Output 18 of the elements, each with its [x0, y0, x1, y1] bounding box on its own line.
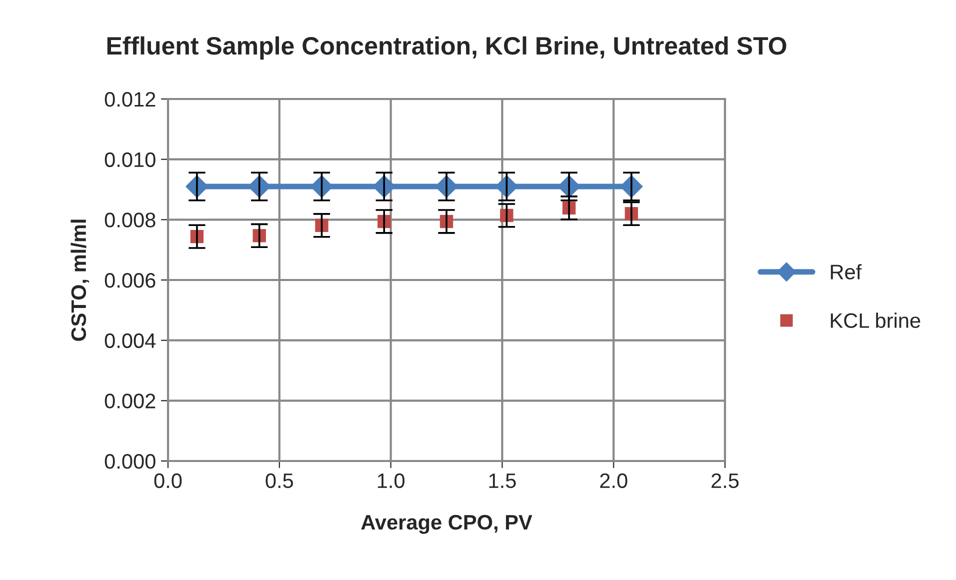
y-tick-label: 0.012 — [104, 92, 156, 107]
y-tick-label: 0.010 — [104, 152, 156, 168]
y-tick-label: 0.000 — [104, 454, 156, 469]
y-axis-title: CSTO, ml/ml — [70, 220, 90, 341]
x-tick-label: 2.0 — [600, 473, 628, 488]
chart-title: Effluent Sample Concentration, KCl Brine, Untreated STO — [107, 36, 786, 60]
y-tick-label: 0.002 — [104, 394, 156, 408]
x-tick-label: 0.5 — [266, 473, 294, 488]
x-tick-label: 2.5 — [712, 473, 739, 488]
y-tick-label: 0.006 — [104, 273, 156, 288]
y-tick-label: 0.008 — [104, 212, 156, 228]
x-axis-title: Average CPO, PV — [361, 514, 532, 534]
legend-label: Ref — [830, 264, 862, 280]
y-tick-label: 0.004 — [104, 333, 156, 348]
x-tick-label: 0.0 — [154, 473, 182, 488]
legend-label: KCL brine — [830, 312, 920, 328]
x-tick-label: 1.5 — [489, 474, 516, 488]
x-tick-label: 1.0 — [378, 473, 404, 488]
